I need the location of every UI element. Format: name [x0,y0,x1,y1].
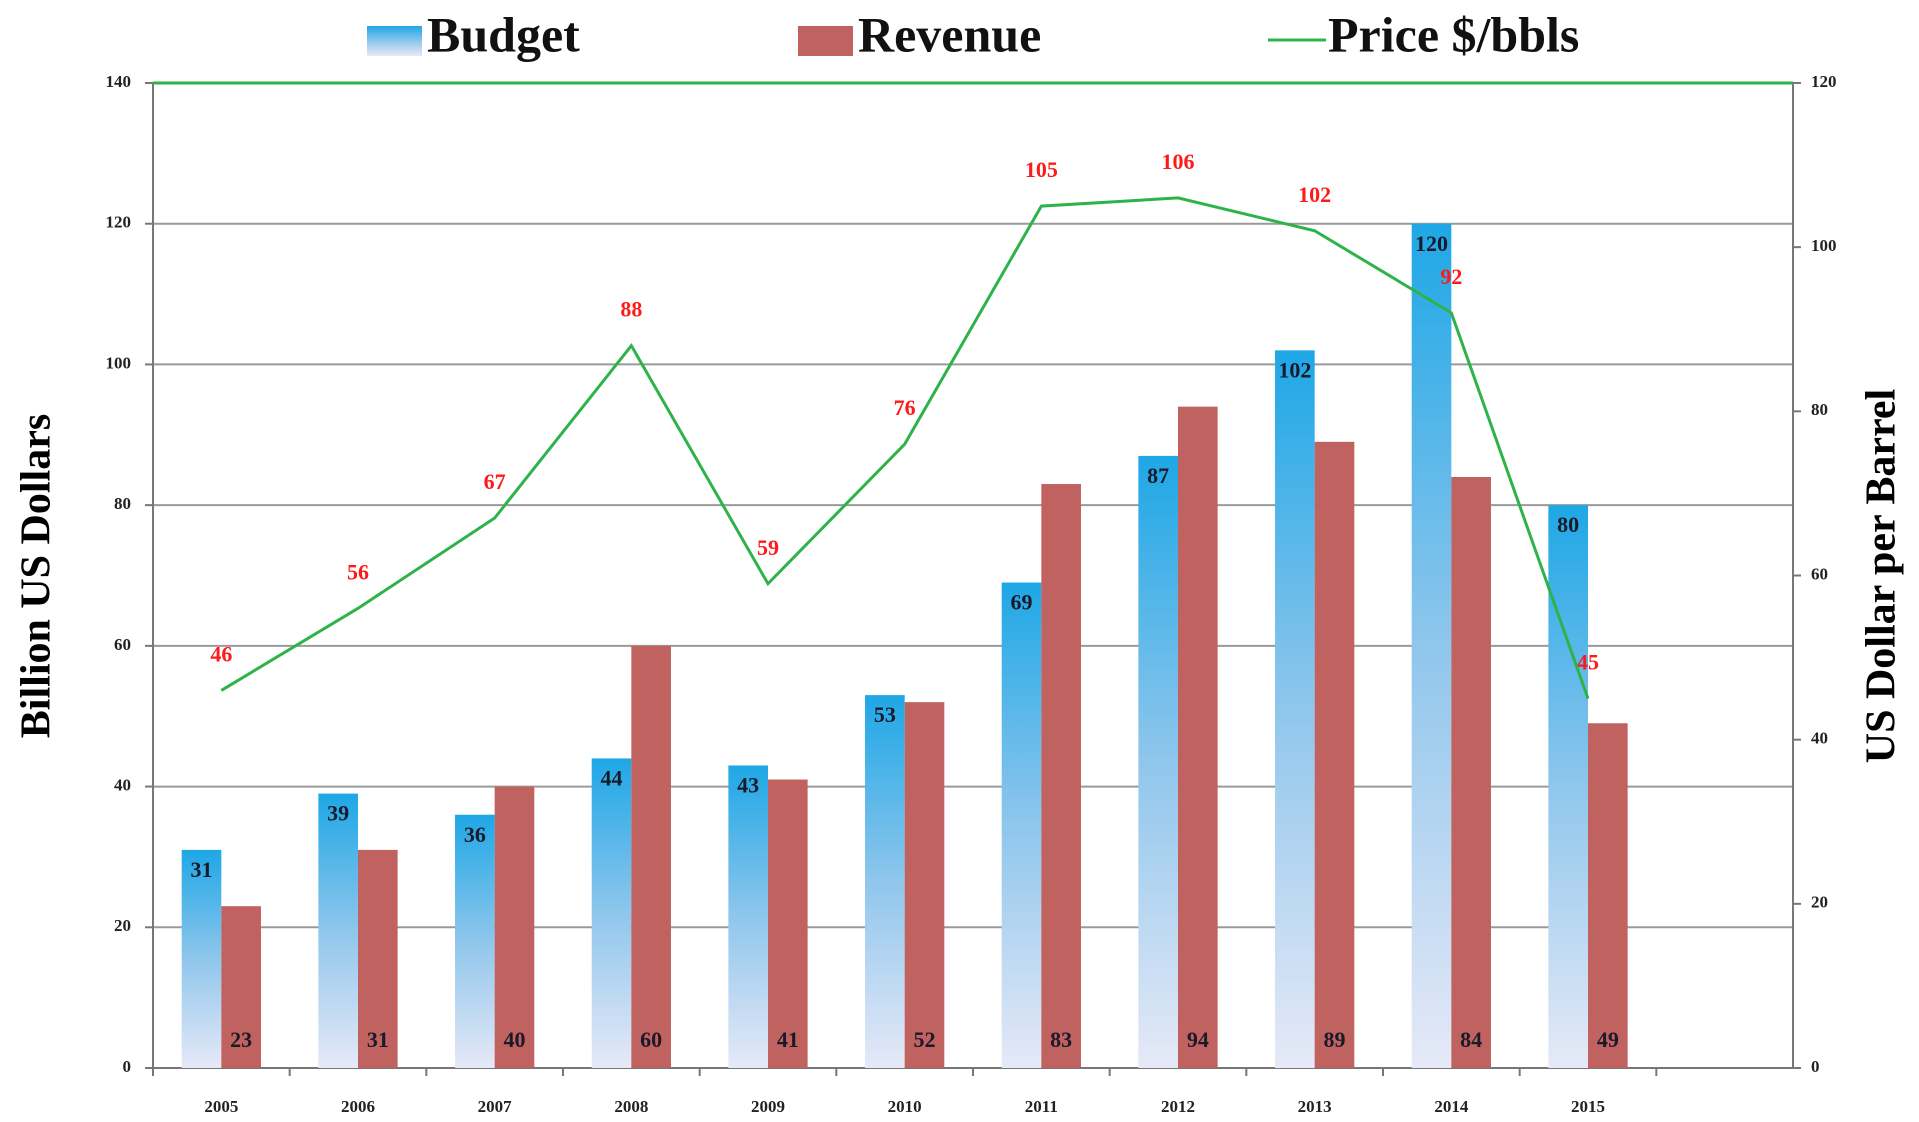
data-label: 92 [1440,264,1462,289]
y2-tick-label: 100 [1811,236,1837,255]
data-label: 46 [210,641,232,666]
y-tick-label: 100 [106,353,132,372]
data-label: 45 [1577,650,1599,675]
data-label: 56 [347,559,369,584]
y-tick-label: 0 [123,1057,132,1076]
data-label: 102 [1278,357,1311,382]
bar [1041,484,1081,1068]
bar [1178,406,1218,1069]
data-label: 102 [1298,182,1331,207]
bar [904,702,945,1068]
data-label: 44 [601,765,623,790]
data-label: 76 [894,395,916,420]
y2-axis-title: US Dollar per Barrel [1859,389,1905,763]
data-label: 87 [1147,463,1169,488]
bar [631,645,671,1068]
data-label: 106 [1162,149,1195,174]
data-label: 60 [640,1027,662,1052]
y-tick-label: 40 [114,775,131,794]
bar [1588,723,1628,1068]
bar [1275,350,1315,1068]
x-tick-label: 2007 [478,1097,513,1116]
x-tick-label: 2010 [888,1097,922,1116]
data-label: 69 [1011,590,1033,615]
bar [1138,455,1178,1069]
data-label: 40 [503,1027,525,1052]
x-tick-label: 2011 [1025,1097,1058,1116]
x-tick-label: 2008 [614,1097,648,1116]
bar [591,758,632,1068]
data-label: 84 [1460,1027,1482,1052]
bar [358,849,398,1068]
x-tick-label: 2015 [1571,1097,1605,1116]
legend-label: Price $/bbls [1328,6,1579,62]
y-axis-title: Billion US Dollars [14,414,60,738]
data-label: 52 [913,1027,935,1052]
bar [181,849,222,1068]
data-label: 88 [620,297,642,322]
bar [318,793,358,1068]
data-label: 105 [1025,157,1058,182]
data-label: 49 [1597,1027,1619,1052]
x-tick-label: 2014 [1434,1097,1469,1116]
data-label: 31 [191,857,213,882]
bar [455,814,495,1068]
bar [221,906,261,1068]
y-tick-label: 20 [114,916,131,935]
legend-swatch [798,26,853,56]
data-label: 41 [777,1027,799,1052]
y-tick-label: 60 [114,635,131,654]
y-tick-label: 120 [106,213,132,232]
data-label: 59 [757,535,779,560]
data-label: 89 [1323,1027,1345,1052]
data-label: 67 [484,469,506,494]
data-label: 80 [1557,512,1579,537]
data-label: 36 [464,822,486,847]
bar [1001,582,1042,1068]
bar [1548,505,1588,1069]
data-label: 120 [1415,231,1448,256]
legend-label: Budget [427,6,580,62]
data-label: 31 [367,1027,389,1052]
y2-tick-label: 60 [1811,564,1828,583]
x-tick-label: 2009 [751,1097,785,1116]
x-tick-label: 2005 [204,1097,238,1116]
y2-tick-label: 20 [1811,893,1828,912]
data-label: 43 [737,773,759,798]
data-label: 94 [1187,1027,1209,1052]
y2-tick-label: 0 [1811,1057,1820,1076]
legend-swatch [367,26,422,56]
bar [1411,223,1452,1068]
bar [865,695,905,1068]
legend-label: Revenue [858,6,1041,62]
y-tick-label: 80 [114,494,131,513]
bar [494,786,535,1068]
data-label: 53 [874,702,896,727]
bar [1451,477,1491,1068]
data-label: 83 [1050,1027,1072,1052]
y2-tick-label: 120 [1811,72,1837,91]
y2-tick-label: 40 [1811,729,1828,748]
x-tick-label: 2013 [1298,1097,1332,1116]
y-tick-label: 140 [106,72,132,91]
x-tick-label: 2012 [1161,1097,1195,1116]
data-label: 39 [327,801,349,826]
bar [728,765,768,1068]
data-label: 23 [230,1027,252,1052]
line [220,196,1590,700]
y2-tick-label: 80 [1811,400,1828,419]
x-tick-label: 2006 [341,1097,375,1116]
bar [768,779,808,1068]
bar [1314,441,1355,1069]
